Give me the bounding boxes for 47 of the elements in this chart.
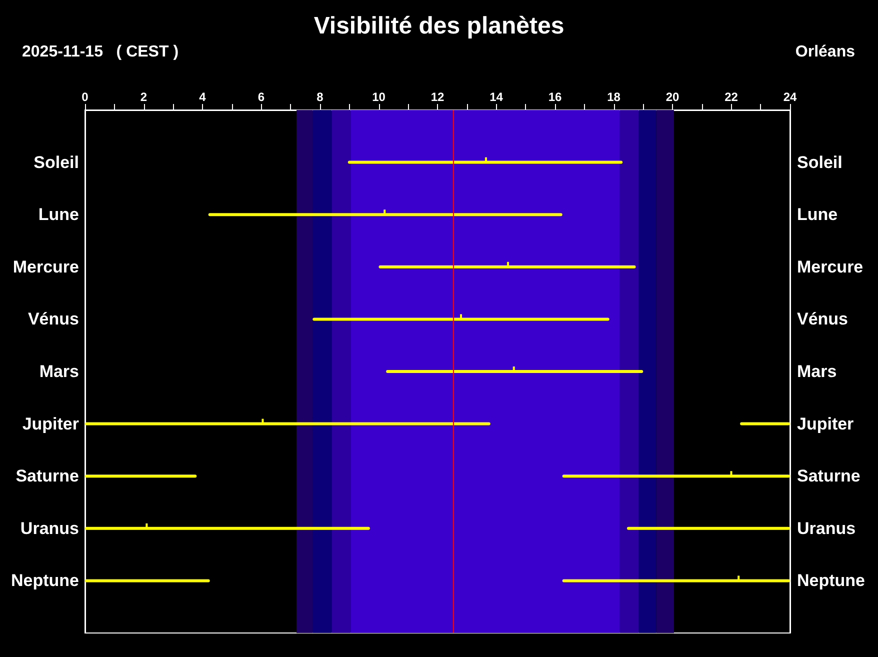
x-tick-label: 4 [199, 90, 206, 104]
y2-tick-label: Jupiter [797, 414, 854, 434]
bar [208, 213, 562, 216]
y2-tick-label: Vénus [797, 310, 848, 329]
bar [740, 422, 790, 426]
bar [626, 526, 790, 530]
bar [386, 370, 644, 373]
y2-tick-label: Uranus [797, 518, 856, 538]
y-tick-label: Mars [39, 362, 79, 381]
x-tick-label: 10 [372, 90, 386, 104]
y-tick-label: Vénus [28, 310, 79, 329]
bar [348, 160, 623, 164]
x-tick-label: 12 [430, 90, 444, 104]
x-tick-label: 16 [548, 90, 562, 104]
chart-subtitle: 2025-11-15 ( CEST ) [22, 44, 179, 60]
x-tick-label: 2 [140, 90, 148, 104]
y2-tick-label: Soleil [797, 152, 842, 172]
y2-tick-label: Neptune [797, 571, 865, 590]
y-tick-label: Jupiter [22, 414, 80, 434]
y-tick-label: Soleil [34, 152, 79, 172]
x-tick-label: 14 [490, 90, 504, 104]
bar [85, 526, 370, 530]
bar [85, 474, 197, 478]
x-tick-label: 6 [258, 90, 265, 104]
bar [85, 579, 210, 582]
y-tick-label: Saturne [16, 466, 79, 486]
y2-tick-label: Saturne [797, 466, 860, 486]
text: Orléans [795, 44, 856, 60]
chart-title: Visibilité des planètes [314, 12, 564, 40]
x-tick-label: 24 [783, 90, 797, 104]
x-tick-label: 0 [82, 90, 89, 104]
bar [378, 265, 636, 268]
y-tick-label: Lune [38, 205, 79, 224]
x-tick-label: 18 [607, 90, 621, 104]
y2-tick-label: Lune [797, 205, 838, 224]
x-tick-label: 20 [666, 90, 680, 104]
bar [312, 318, 610, 321]
bar [562, 474, 790, 478]
bar [85, 422, 490, 426]
y2-tick-label: Mercure [797, 257, 864, 276]
x-tick-label: 22 [724, 90, 738, 104]
y-tick-label: Mercure [12, 257, 79, 276]
y-tick-label: Neptune [11, 571, 79, 590]
bar [562, 579, 790, 582]
y-tick-label: Uranus [20, 518, 79, 538]
x-tick-label: 8 [316, 90, 324, 104]
y2-tick-label: Mars [797, 362, 837, 381]
